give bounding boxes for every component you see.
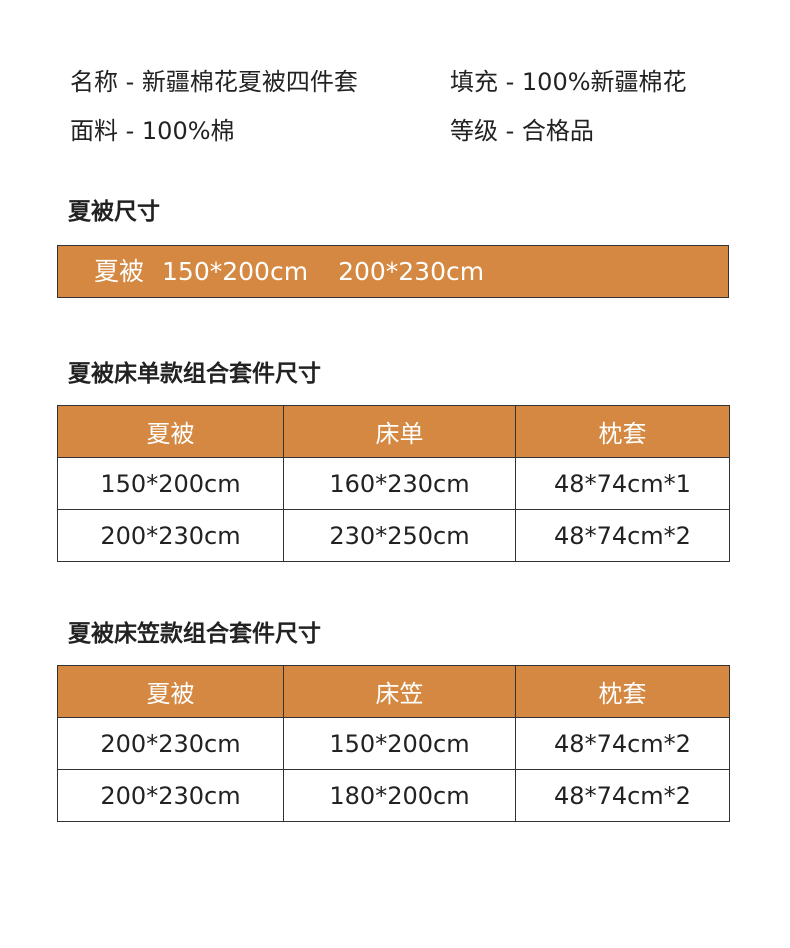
size-bar: 夏被 150*200cm 200*230cm: [57, 245, 729, 298]
size-1: 150*200cm: [162, 257, 309, 286]
cell: 200*230cm: [57, 717, 284, 770]
cell: 200*230cm: [57, 509, 284, 562]
cell: 200*230cm: [57, 769, 284, 822]
cell: 150*200cm: [283, 717, 516, 770]
header-cell: 床单: [283, 405, 516, 458]
header-cell: 床笠: [283, 665, 516, 718]
cell: 48*74cm*1: [515, 457, 730, 510]
info-name: 名称 - 新疆棉花夏被四件套: [70, 68, 358, 96]
table-header: 夏被 床笠 枕套: [57, 665, 730, 718]
size-name: 夏被: [94, 257, 145, 286]
table-row: 200*230cm 180*200cm 48*74cm*2: [57, 769, 730, 822]
info-fabric: 面料 - 100%棉: [70, 117, 235, 145]
cell: 48*74cm*2: [515, 509, 730, 562]
cell: 48*74cm*2: [515, 769, 730, 822]
cell: 150*200cm: [57, 457, 284, 510]
header-cell: 夏被: [57, 665, 284, 718]
header-cell: 枕套: [515, 665, 730, 718]
table1: 夏被 床单 枕套 150*200cm 160*230cm 48*74cm*1 200*2…: [57, 405, 730, 562]
header-cell: 枕套: [515, 405, 730, 458]
table2: 夏被 床笠 枕套 200*230cm 150*200cm 48*74cm*2 200*2…: [57, 665, 730, 822]
cell: 48*74cm*2: [515, 717, 730, 770]
table-row: 150*200cm 160*230cm 48*74cm*1: [57, 457, 730, 510]
cell: 180*200cm: [283, 769, 516, 822]
info-grade: 等级 - 合格品: [450, 117, 594, 145]
cell: 230*250cm: [283, 509, 516, 562]
header-cell: 夏被: [57, 405, 284, 458]
table-row: 200*230cm 230*250cm 48*74cm*2: [57, 509, 730, 562]
size-title: 夏被尺寸: [68, 199, 160, 225]
size-2: 200*230cm: [338, 257, 485, 286]
table2-title: 夏被床笠款组合套件尺寸: [68, 621, 321, 647]
table1-title: 夏被床单款组合套件尺寸: [68, 361, 321, 387]
info-filling: 填充 - 100%新疆棉花: [450, 68, 687, 96]
table-header: 夏被 床单 枕套: [57, 405, 730, 458]
table-row: 200*230cm 150*200cm 48*74cm*2: [57, 717, 730, 770]
cell: 160*230cm: [283, 457, 516, 510]
